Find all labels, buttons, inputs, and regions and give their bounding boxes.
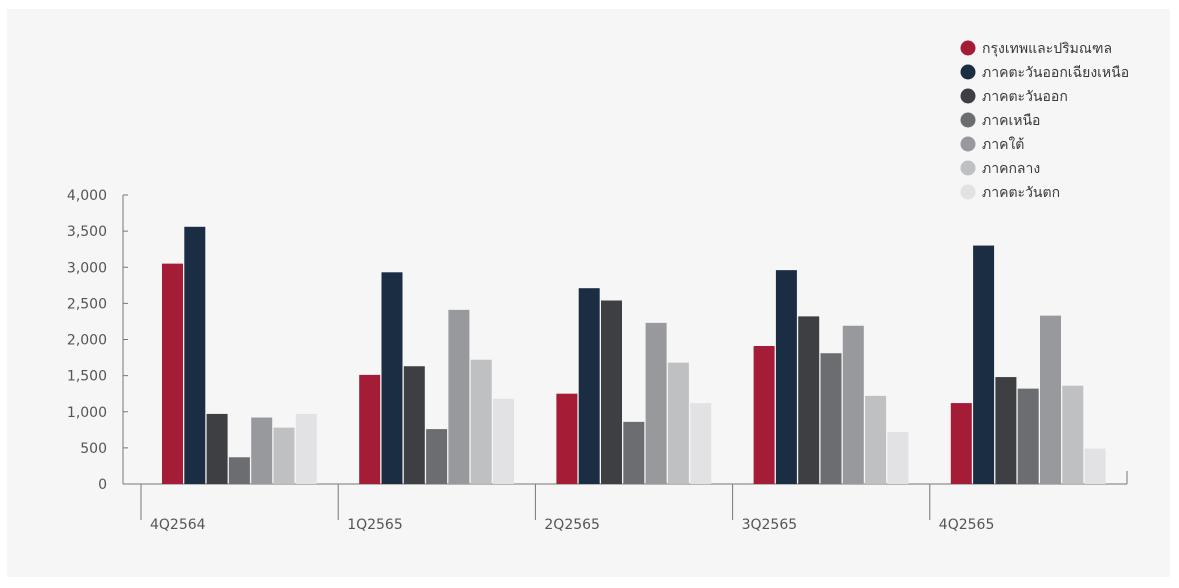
bar [184, 226, 206, 485]
bar [381, 272, 403, 484]
y-tick-label: 1,000 [67, 405, 107, 421]
bar [690, 403, 712, 484]
y-tick-label: 2,000 [67, 333, 107, 349]
legend-label: ภาคกลาง [982, 161, 1040, 177]
bar [865, 395, 887, 484]
legend-label: ภาคตะวันออก [982, 89, 1068, 105]
bar [426, 429, 448, 484]
category-label: 4Q2564 [150, 517, 206, 533]
bar [556, 393, 578, 484]
y-tick-label: 500 [80, 441, 107, 457]
legend-marker [960, 112, 976, 128]
bar [448, 309, 470, 484]
bar [753, 346, 775, 484]
bar [206, 413, 228, 484]
bar [645, 322, 667, 484]
y-tick-label: 0 [98, 477, 107, 493]
bar [950, 403, 972, 484]
bars [162, 226, 1106, 485]
bar [623, 421, 645, 484]
legend-marker [960, 160, 976, 176]
legend-marker [960, 136, 976, 152]
bar [359, 374, 381, 484]
y-tick-label: 3,000 [67, 260, 107, 276]
bar [162, 263, 183, 484]
y-tick-label: 4,000 [67, 188, 107, 204]
bar [842, 325, 864, 484]
bar [667, 362, 689, 484]
bar [1017, 388, 1039, 484]
category-label: 3Q2565 [742, 517, 798, 533]
bar [1062, 385, 1084, 484]
legend-marker [960, 88, 976, 104]
bar [403, 366, 425, 484]
legend: กรุงเทพและปริมณฑลภาคตะวันออกเฉียงเหนือภา… [960, 40, 1129, 201]
legend-marker [960, 64, 976, 80]
bar [228, 457, 250, 484]
bar [973, 245, 995, 484]
bar [470, 359, 492, 484]
bar [493, 398, 514, 484]
category-label: 4Q2565 [939, 517, 995, 533]
bar-chart: 05001,0001,5002,0002,5003,0003,5004,000 … [67, 40, 1129, 533]
bar [887, 431, 909, 484]
bar [273, 427, 295, 484]
bar [295, 413, 317, 484]
bar [251, 417, 273, 484]
bar [1040, 315, 1061, 484]
bar [601, 300, 622, 484]
bar [578, 288, 600, 484]
legend-label: กรุงเทพและปริมณฑล [982, 41, 1112, 57]
legend-label: ภาคตะวันออกเฉียงเหนือ [982, 65, 1129, 81]
bar [820, 353, 842, 484]
bar [798, 316, 820, 484]
legend-marker [960, 40, 976, 56]
bar [1084, 448, 1106, 484]
category-label: 2Q2565 [544, 517, 600, 533]
y-tick-label: 2,500 [67, 296, 107, 312]
chart-panel: 0 500 1,000 1,500 2,000 2,500 3,000 3,500 4,000 … [7, 9, 1170, 577]
y-tick-label: 1,500 [67, 369, 107, 385]
bar [995, 377, 1017, 484]
legend-marker [960, 184, 976, 200]
category-label: 1Q2565 [347, 517, 403, 533]
y-tick-label: 3,500 [67, 224, 107, 240]
legend-label: ภาคใต้ [982, 136, 1024, 153]
legend-label: ภาคเหนือ [982, 113, 1040, 129]
legend-label: ภาคตะวันตก [982, 185, 1060, 201]
bar [775, 270, 797, 484]
y-axis: 0 500 1,000 1,500 2,000 2,500 3,000 3,500 4,000 [67, 188, 128, 493]
